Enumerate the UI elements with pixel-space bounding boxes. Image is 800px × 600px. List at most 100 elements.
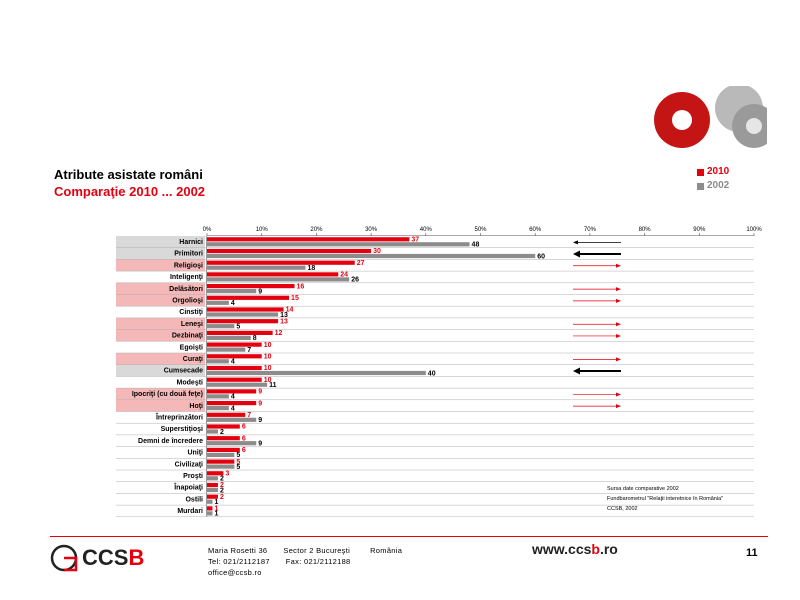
slide-subtitle: Comparaţie 2010 ... 2002 <box>54 184 206 199</box>
sector: Sector 2 Bucureşti <box>283 546 351 555</box>
x-tick-label: 20% <box>310 227 323 233</box>
data-label-2010: 37 <box>411 237 419 244</box>
bar-2010 <box>207 342 262 347</box>
email-link[interactable]: office@ccsb.ro <box>208 568 262 577</box>
category-label: Egoişti <box>180 344 203 351</box>
arrow-left-bold-icon-head <box>573 367 580 375</box>
logo-icon <box>50 544 78 572</box>
category-label: Leneşi <box>181 321 203 328</box>
x-tick-label: 60% <box>529 227 542 233</box>
x-tick-label: 90% <box>693 227 706 233</box>
bar-2002 <box>207 429 218 434</box>
data-label-2002: 9 <box>258 441 262 448</box>
data-label-2010: 10 <box>264 377 272 384</box>
legend: 2010 2002 <box>697 165 729 193</box>
x-tick-label: 80% <box>639 227 652 233</box>
data-label-2002: 4 <box>231 394 235 401</box>
data-label-2002: 5 <box>236 324 240 331</box>
category-label: Orgolioşi <box>172 298 203 305</box>
bar-2002 <box>207 277 350 282</box>
bar-2010 <box>207 365 262 371</box>
category-highlight <box>116 259 205 272</box>
data-label-2010: 9 <box>258 389 262 396</box>
category-label: Primitori <box>174 251 203 258</box>
logo-text: CCSB <box>82 545 144 570</box>
bar-2010 <box>207 506 213 511</box>
bar-2010 <box>207 284 295 289</box>
category-label: Uniţi <box>187 450 203 457</box>
data-label-2010: 13 <box>280 318 288 325</box>
category-label: Înapoiaţi <box>173 483 203 492</box>
data-label-2010: 6 <box>242 447 246 454</box>
arrow-left-bold-icon-head <box>573 250 580 258</box>
arrow-right-icon-head <box>616 404 621 409</box>
category-highlight <box>116 317 205 330</box>
bar-2010 <box>207 295 290 300</box>
category-label: Civilizaţi <box>175 461 203 468</box>
bar-2002 <box>207 382 268 387</box>
x-tick-label: 10% <box>256 227 269 233</box>
bar-2010 <box>207 482 218 488</box>
data-label-2010: 24 <box>340 272 348 279</box>
source-note-line: Fundbarometrul "Relaţii interetnice în R… <box>607 496 724 502</box>
data-label-2010: 27 <box>357 260 365 267</box>
bar-2010 <box>207 319 279 324</box>
arrow-right-icon-head <box>616 298 621 303</box>
bar-2002 <box>207 487 218 493</box>
ccsb-logo: CCSB <box>50 544 144 572</box>
website-link[interactable]: www.ccsb.ro <box>532 541 618 557</box>
bar-2010 <box>207 471 224 476</box>
category-label: Modeşti <box>177 379 204 386</box>
bar-2002 <box>207 300 229 305</box>
fax: Fax: 021/2112188 <box>285 557 351 566</box>
category-label: Hoţi <box>189 403 203 410</box>
bar-2010 <box>207 436 240 441</box>
x-tick-label: 50% <box>474 227 487 233</box>
bar-2002 <box>207 499 213 504</box>
category-label: Demni de încredere <box>138 438 203 445</box>
footer-divider <box>50 536 768 537</box>
data-label-2002: 2 <box>220 487 224 494</box>
data-label-2002: 1 <box>214 511 218 518</box>
bar-2010 <box>207 377 262 382</box>
bar-2002 <box>207 406 229 411</box>
bar-2002 <box>207 253 536 259</box>
data-label-2002: 60 <box>537 253 545 260</box>
category-highlight <box>116 282 205 295</box>
bar-2002 <box>207 441 257 446</box>
bar-2010 <box>207 459 235 464</box>
data-label-2002: 5 <box>236 452 240 459</box>
x-tick-label: 0% <box>203 227 212 233</box>
data-label-2002: 8 <box>253 335 257 342</box>
data-label-2010: 16 <box>297 283 305 290</box>
data-label-2010: 14 <box>286 307 294 314</box>
data-label-2010: 12 <box>275 330 283 337</box>
bar-2002 <box>207 324 235 329</box>
bar-2002 <box>207 370 426 376</box>
data-label-2010: 30 <box>373 248 381 255</box>
arrow-right-icon-head <box>616 287 621 292</box>
bar-2010 <box>207 354 262 359</box>
title-block: Atribute asistate români Comparaţie 2010… <box>54 166 205 200</box>
data-label-2010: 15 <box>291 295 299 302</box>
bar-2002 <box>207 312 279 317</box>
data-label-2002: 4 <box>231 300 235 307</box>
x-tick-label: 70% <box>584 227 597 233</box>
category-label: Dezbinaţi <box>172 333 203 340</box>
data-label-2010: 10 <box>264 365 272 372</box>
arrow-right-icon-head <box>616 392 621 397</box>
category-label: Delăsători <box>169 286 203 293</box>
category-label: Harnici <box>179 239 203 246</box>
data-label-2010: 6 <box>242 435 246 442</box>
category-label: Cumsecade <box>164 368 203 375</box>
data-label-2002: 26 <box>351 277 359 284</box>
data-label-2002: 5 <box>236 464 240 471</box>
source-note-line: CCSB, 2002 <box>607 506 638 512</box>
data-label-2010: 7 <box>247 412 251 419</box>
data-label-2010: 6 <box>242 424 246 431</box>
data-label-2010: 1 <box>214 506 218 513</box>
bar-2010 <box>207 260 355 265</box>
phone: Tel: 021/2112187 <box>208 557 270 566</box>
category-label: Proşti <box>183 473 203 480</box>
